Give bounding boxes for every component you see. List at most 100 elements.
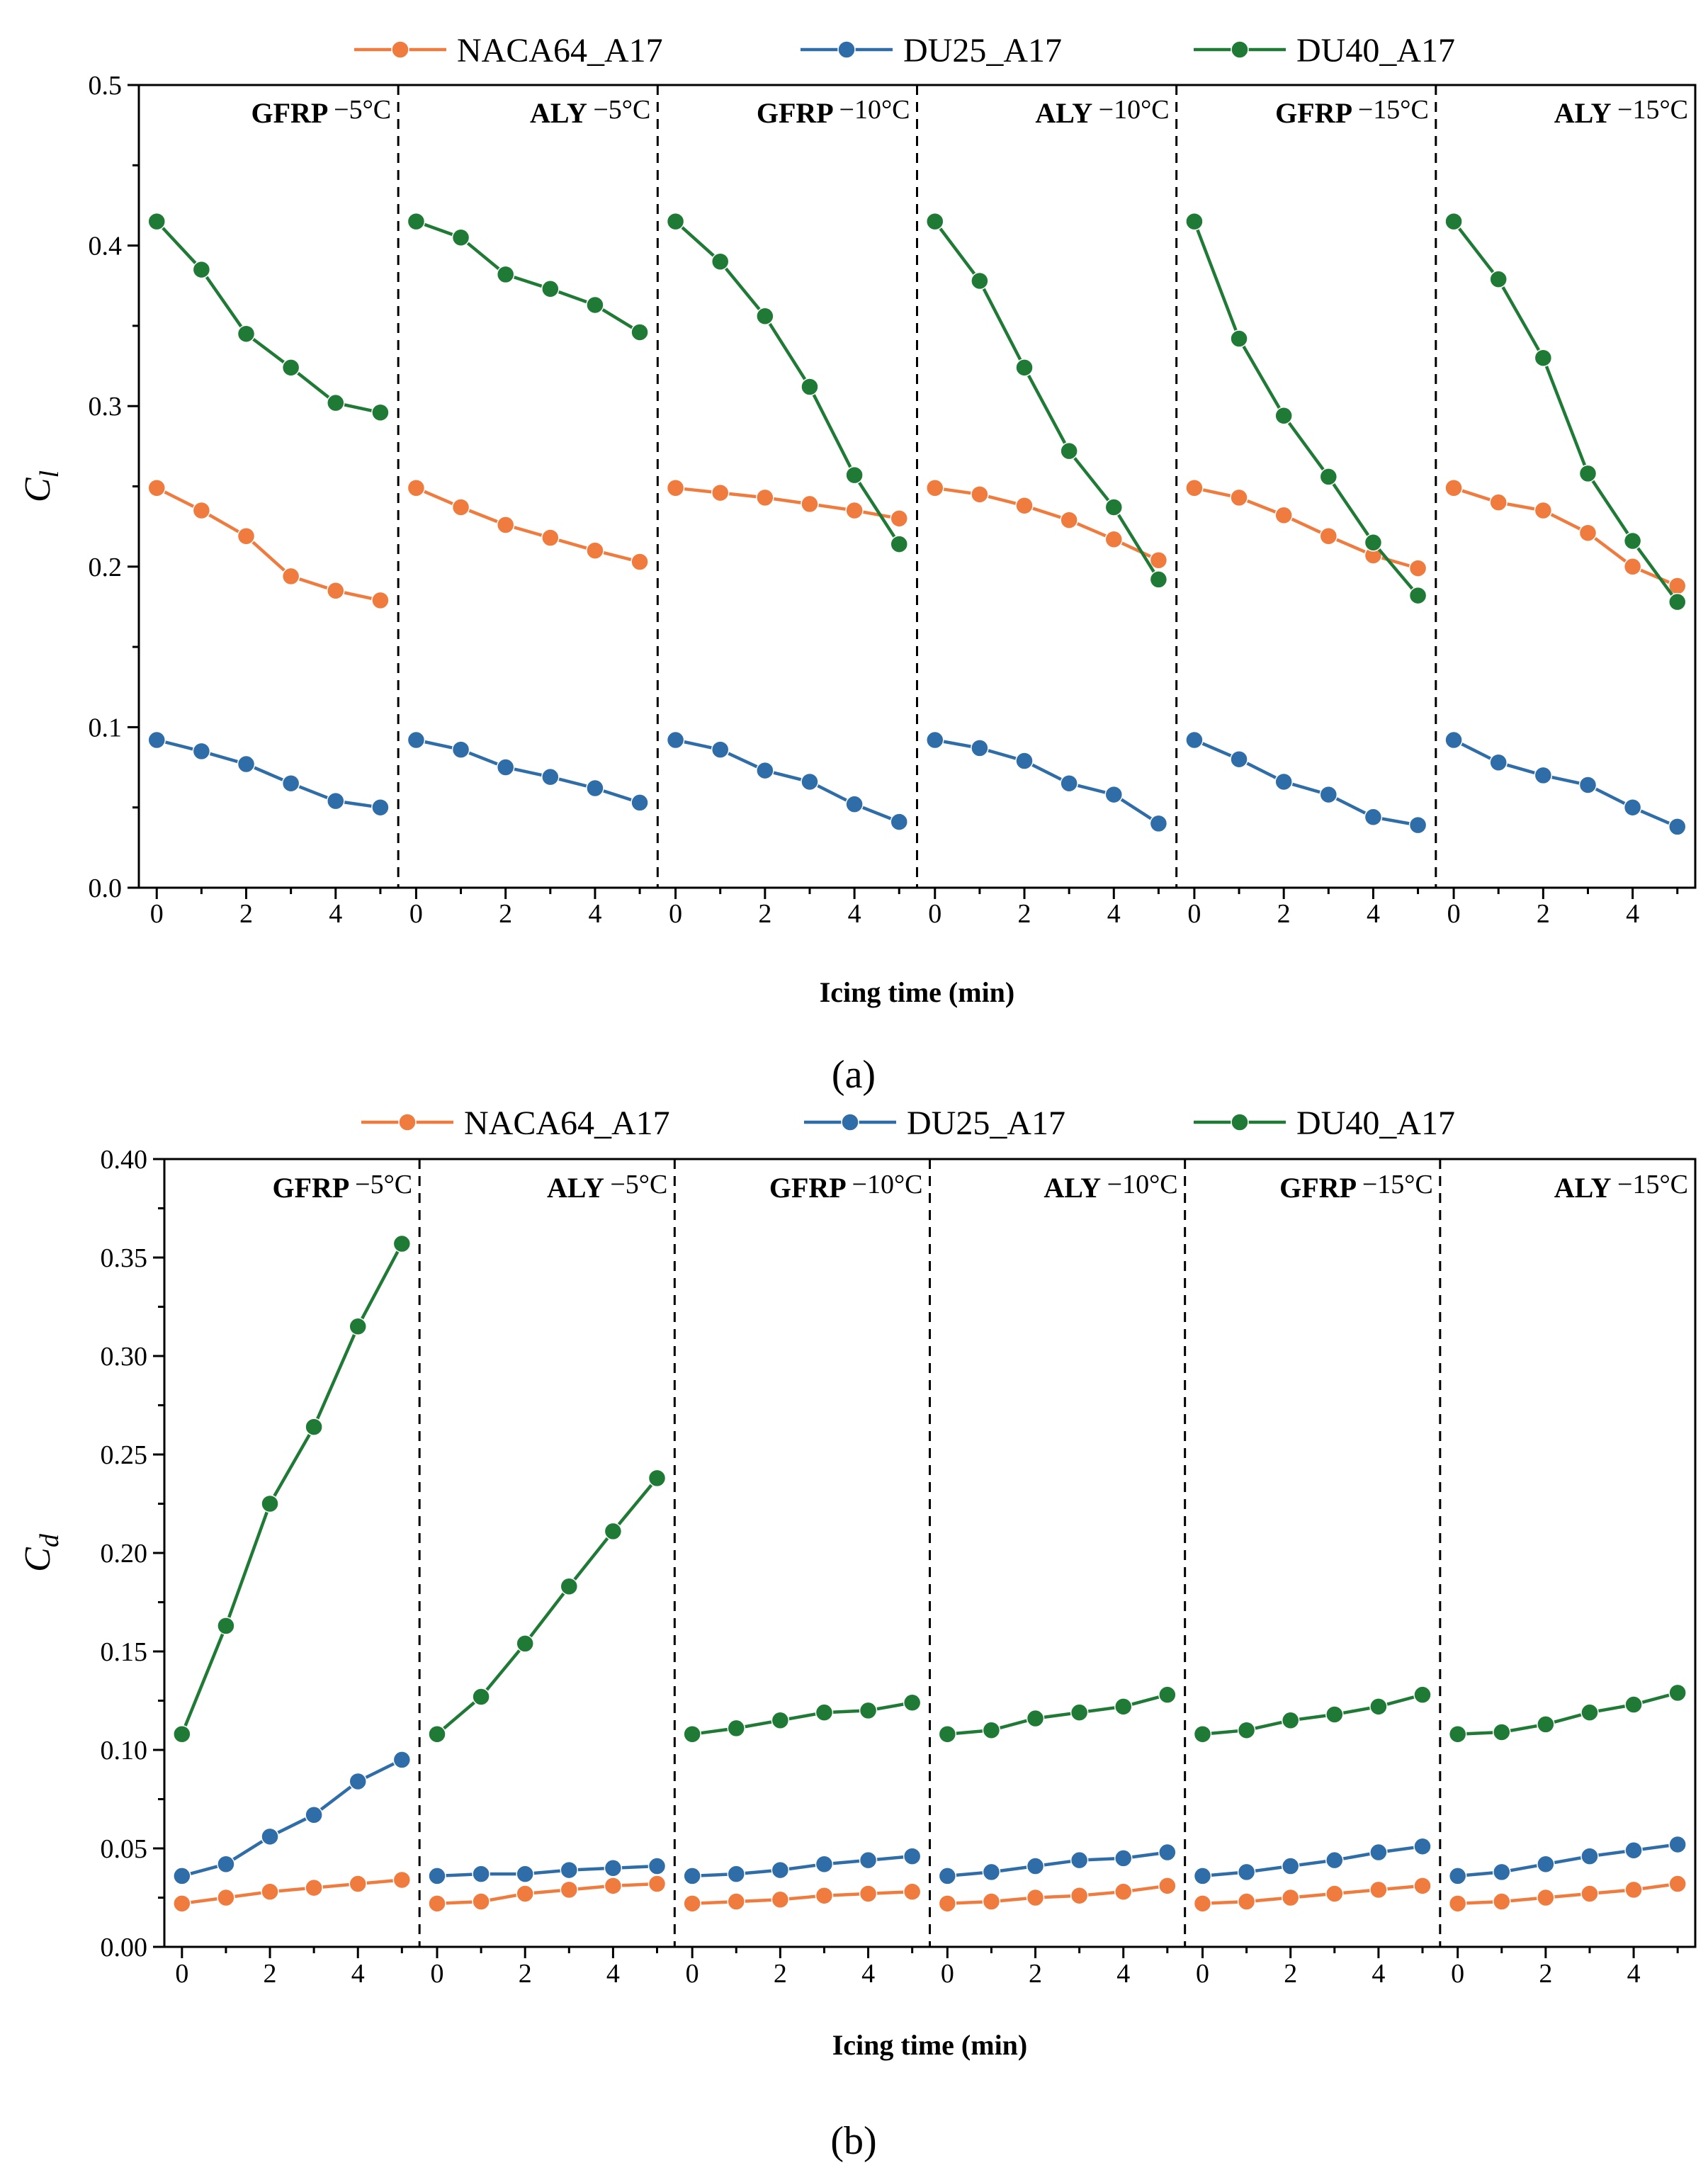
data-point-DU40_A17	[890, 535, 908, 553]
data-point-NACA64_A17	[982, 1892, 1001, 1911]
x-tick-label: 2	[774, 1959, 787, 1989]
data-point-NACA64_A17	[1237, 1892, 1256, 1911]
data-point-NACA64_A17	[349, 1875, 367, 1893]
series-line-DU25_A17	[947, 1851, 1168, 1878]
panel-label: ALY −15°C	[1554, 95, 1688, 129]
series-line-NACA64_A17	[947, 1884, 1168, 1906]
x-tick-label: 0	[1451, 1959, 1464, 1989]
data-point-DU25_A17	[327, 791, 345, 810]
panel-temperature: −5°C	[593, 95, 650, 125]
panel-temperature: −5°C	[334, 95, 391, 125]
y-axis-title: Cl	[18, 470, 64, 502]
data-point-DU40_A17	[1158, 1685, 1177, 1704]
data-point-NACA64_A17	[392, 1870, 412, 1889]
data-point-DU25_A17	[192, 742, 211, 761]
data-point-DU40_A17	[147, 212, 166, 231]
data-point-DU25_A17	[666, 730, 685, 750]
series-line-DU25_A17	[675, 738, 900, 824]
data-point-NACA64_A17	[1230, 488, 1248, 507]
x-tick-label: 0	[409, 899, 423, 929]
data-point-DU25_A17	[1104, 785, 1124, 804]
data-point-NACA64_A17	[1158, 1877, 1177, 1895]
data-point-DU25_A17	[711, 740, 730, 759]
data-point-DU40_A17	[1104, 498, 1124, 516]
data-point-NACA64_A17	[1274, 506, 1293, 525]
data-point-NACA64_A17	[281, 567, 300, 586]
data-point-DU40_A17	[1408, 586, 1427, 605]
legend-marker	[837, 40, 856, 59]
data-point-DU40_A17	[305, 1418, 323, 1436]
data-point-NACA64_A17	[147, 479, 166, 497]
panel-material: ALY	[530, 97, 593, 129]
data-point-DU40_A17	[1185, 212, 1204, 231]
data-point-DU40_A17	[938, 1725, 957, 1744]
data-point-DU25_A17	[261, 1827, 279, 1846]
series-line-NACA64_A17	[1457, 1882, 1678, 1906]
series-line-NACA64_A17	[1202, 1884, 1423, 1906]
data-point-DU40_A17	[1448, 1725, 1467, 1744]
data-point-DU40_A17	[392, 1234, 412, 1253]
data-point-DU40_A17	[1369, 1697, 1388, 1716]
data-point-DU40_A17	[815, 1703, 834, 1722]
data-point-NACA64_A17	[630, 553, 649, 571]
data-point-DU25_A17	[1026, 1857, 1045, 1875]
data-point-DU40_A17	[630, 323, 649, 341]
data-point-NACA64_A17	[586, 541, 604, 560]
panel-material: ALY	[1554, 1172, 1617, 1204]
x-tick-label: 2	[1018, 899, 1031, 929]
y-tick-label: 0.5	[89, 71, 123, 101]
x-tick-label: 0	[669, 899, 682, 929]
data-point-DU40_A17	[173, 1725, 191, 1744]
panel-temperature: −15°C	[1617, 1170, 1688, 1199]
data-point-DU25_A17	[1237, 1863, 1256, 1882]
x-tick-label: 4	[1372, 1959, 1385, 1989]
data-point-NACA64_A17	[1185, 479, 1204, 497]
data-point-NACA64_A17	[903, 1882, 922, 1901]
data-point-DU40_A17	[756, 307, 774, 326]
data-point-DU40_A17	[1149, 570, 1168, 589]
data-point-NACA64_A17	[192, 501, 211, 520]
x-tick-label: 2	[519, 1959, 532, 1989]
data-point-DU40_A17	[1026, 1709, 1045, 1728]
data-point-NACA64_A17	[890, 509, 908, 528]
panel-label: ALY −15°C	[1554, 1170, 1688, 1204]
panel-temperature: −10°C	[1107, 1170, 1178, 1199]
y-tick-label: 0.1	[89, 713, 123, 742]
y-tick-label: 0.2	[89, 553, 123, 582]
data-point-NACA64_A17	[560, 1880, 579, 1899]
series-line-DU40_A17	[1192, 220, 1420, 597]
series-line-DU25_A17	[692, 1854, 912, 1878]
data-point-NACA64_A17	[1193, 1894, 1212, 1913]
data-point-DU25_A17	[541, 767, 560, 786]
panel-temperature: −10°C	[852, 1170, 923, 1199]
data-point-DU25_A17	[1668, 818, 1687, 836]
x-tick-label: 2	[1277, 899, 1291, 929]
legend-marker	[398, 1113, 417, 1131]
series-line-DU40_A17	[436, 1476, 659, 1736]
data-point-NACA64_A17	[1015, 496, 1034, 515]
data-point-DU40_A17	[771, 1711, 790, 1730]
y-axis-title: Cd	[18, 1533, 64, 1572]
data-point-DU40_A17	[428, 1725, 446, 1744]
data-point-NACA64_A17	[845, 501, 864, 520]
data-point-DU40_A17	[496, 265, 515, 284]
data-point-DU40_A17	[371, 403, 390, 422]
y-tick-label: 0.3	[89, 392, 123, 422]
x-tick-label: 2	[239, 899, 253, 929]
data-point-DU25_A17	[1060, 774, 1078, 793]
data-point-DU40_A17	[1624, 1695, 1643, 1714]
data-point-DU40_A17	[586, 295, 604, 315]
data-point-NACA64_A17	[407, 479, 426, 497]
chart-a: 0.0 0.1 0.2 0.3 0.4 0.5 Cl 0 2 4 GFRP −5°C 0 2 4 ALY −…	[18, 32, 1697, 1008]
data-point-DU25_A17	[1185, 730, 1204, 750]
data-point-DU40_A17	[1319, 468, 1338, 486]
y-tick-label: 0.05	[101, 1834, 148, 1864]
data-point-DU40_A17	[1230, 329, 1248, 348]
x-tick-label: 4	[1626, 899, 1639, 929]
data-point-NACA64_A17	[1149, 550, 1168, 570]
data-point-NACA64_A17	[327, 582, 345, 600]
data-point-DU25_A17	[845, 795, 864, 813]
data-point-NACA64_A17	[666, 479, 685, 497]
data-point-NACA64_A17	[1578, 524, 1597, 542]
legend-label: NACA64_A17	[464, 1105, 670, 1142]
